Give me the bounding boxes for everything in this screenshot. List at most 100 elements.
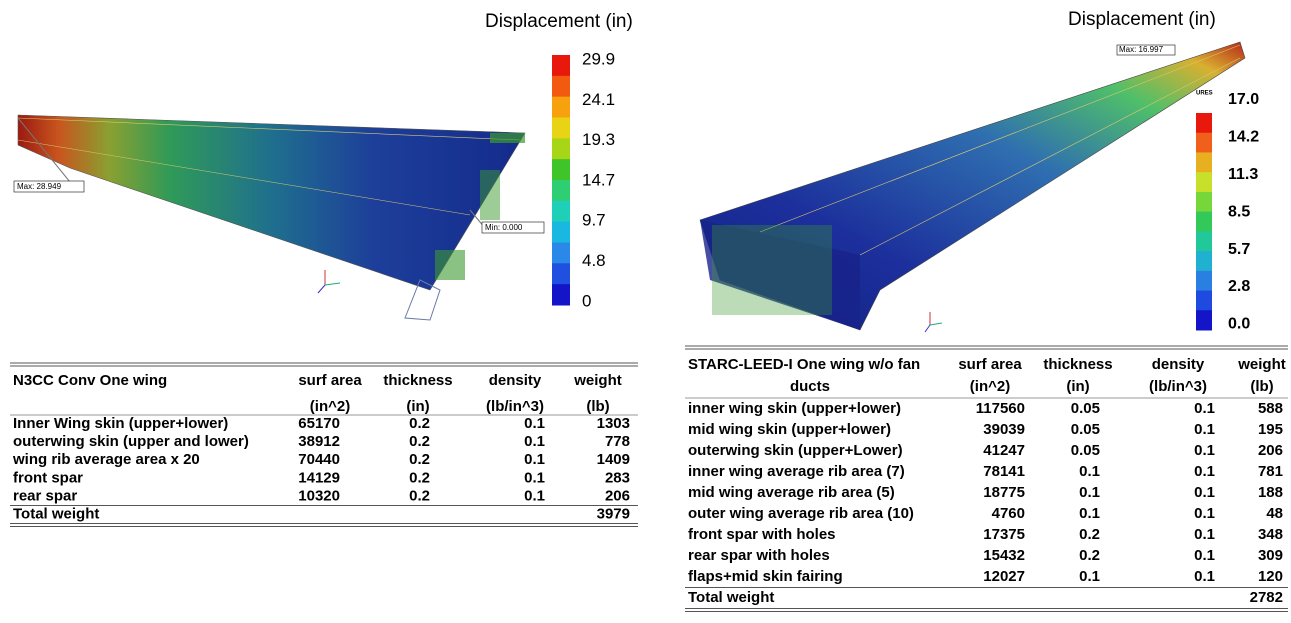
- table-cell: 0.1: [524, 433, 545, 450]
- table-total-label: Total weight: [13, 505, 99, 522]
- table-header: ducts: [790, 378, 830, 395]
- table-cell: 0.1: [1079, 505, 1100, 522]
- table-cell: 0.05: [1071, 400, 1100, 417]
- table-header: (lb/in^3): [1149, 378, 1207, 395]
- table-total-value: 2782: [1250, 589, 1283, 606]
- table-header: surf area: [298, 372, 362, 389]
- table-cell: 0.1: [1079, 484, 1100, 501]
- figure: Max: 28.949 Min: 0.000 Displacement (in)…: [0, 0, 1291, 623]
- colorbar-label: 17.0: [1228, 91, 1259, 108]
- table-cell: 14129: [298, 469, 340, 486]
- table-cell: 78141: [983, 463, 1025, 480]
- table-cell: 0.1: [1194, 400, 1215, 417]
- colorbar-band: [1196, 291, 1212, 311]
- colorbar-band: [1196, 133, 1212, 153]
- colorbar-band: [552, 138, 570, 159]
- table-header: (in): [406, 398, 429, 415]
- legend-title: Displacement (in): [485, 11, 633, 32]
- colorbar-band: [552, 76, 570, 97]
- table-cell: 0.2: [409, 451, 430, 468]
- table-cell: 283: [605, 469, 630, 486]
- table-header: (in^2): [310, 398, 350, 415]
- colorbar-label: 24.1: [582, 90, 615, 109]
- colorbar-label: 11.3: [1228, 166, 1258, 183]
- colorbar-band: [1196, 310, 1212, 330]
- table-cell: flaps+mid skin fairing: [688, 568, 843, 585]
- colorbar-label: 14.2: [1228, 129, 1259, 146]
- table-cell: outer wing average rib area (10): [688, 505, 914, 522]
- table-cell: 0.2: [409, 433, 430, 450]
- table-cell: 206: [1258, 442, 1283, 459]
- table-cell: 778: [605, 433, 630, 450]
- table-cell: 0.1: [1194, 526, 1215, 543]
- table-cell: front spar: [13, 469, 83, 486]
- table-cell: 41247: [983, 442, 1025, 459]
- table-header: surf area: [958, 356, 1022, 373]
- table-header: thickness: [383, 372, 452, 389]
- colorbar-band: [552, 97, 570, 118]
- colorbar-label: 2.8: [1228, 278, 1250, 295]
- table-cell: 348: [1258, 526, 1283, 543]
- table-cell: 0.1: [524, 415, 545, 432]
- colorbar-band: [1196, 212, 1212, 232]
- table-cell: 39039: [983, 421, 1025, 438]
- colorbar-band: [1196, 172, 1212, 192]
- table-header: weight: [1237, 356, 1286, 373]
- colorbar-band: [552, 263, 570, 284]
- table-cell: 0.1: [1194, 505, 1215, 522]
- units-label: URES: [1196, 91, 1213, 97]
- colorbar-band: [1196, 113, 1212, 133]
- table-header: density: [489, 372, 542, 389]
- table-cell: 48: [1266, 505, 1283, 522]
- table-cell: 309: [1258, 547, 1283, 564]
- table-cell: 0.1: [524, 487, 545, 504]
- table-cell: 17375: [983, 526, 1025, 543]
- colorbar-band: [1196, 192, 1212, 212]
- table-cell: 12027: [983, 568, 1025, 585]
- table-total-value: 3979: [597, 505, 630, 522]
- table-cell: mid wing average rib area (5): [688, 484, 895, 501]
- table-cell: 0.2: [409, 469, 430, 486]
- table-cell: 10320: [298, 487, 340, 504]
- table-cell: 0.1: [1194, 547, 1215, 564]
- table-header: density: [1152, 356, 1205, 373]
- table-cell: 0.2: [1079, 547, 1100, 564]
- table-header: (lb): [1250, 378, 1273, 395]
- colorbar-label: 19.3: [582, 130, 615, 149]
- table-cell: 588: [1258, 400, 1283, 417]
- table-cell: mid wing skin (upper+lower): [688, 421, 891, 438]
- table-cell: 0.05: [1071, 442, 1100, 459]
- colorbar-label: 4.8: [582, 251, 606, 270]
- table-cell: 1303: [597, 415, 630, 432]
- colorbar-label: 0: [582, 291, 591, 310]
- table-header: weight: [573, 372, 622, 389]
- colorbar-label: 5.7: [1228, 241, 1250, 258]
- table-cell: inner wing skin (upper+lower): [688, 400, 901, 417]
- table-cell: 1409: [597, 451, 630, 468]
- table-cell: wing rib average area x 20: [12, 451, 200, 468]
- min-label: Min: 0.000: [485, 223, 523, 232]
- table-cell: 0.1: [1194, 442, 1215, 459]
- table-cell: outerwing skin (upper+Lower): [688, 442, 903, 459]
- table-cell: 4760: [992, 505, 1025, 522]
- table-cell: 206: [605, 487, 630, 504]
- table-cell: 0.2: [1079, 526, 1100, 543]
- table-header: (lb): [586, 398, 609, 415]
- table-cell: 0.1: [1194, 421, 1215, 438]
- table-cell: 15432: [983, 547, 1025, 564]
- table-cell: 781: [1258, 463, 1283, 480]
- table-cell: 120: [1258, 568, 1283, 585]
- table-cell: 195: [1258, 421, 1283, 438]
- legend-title: Displacement (in): [1068, 9, 1216, 30]
- colorbar-label: 8.5: [1228, 203, 1250, 220]
- colorbar-band: [1196, 251, 1212, 271]
- table-cell: 65170: [298, 415, 340, 432]
- table-cell: 18775: [983, 484, 1025, 501]
- table-cell: 0.1: [524, 451, 545, 468]
- table-cell: 0.05: [1071, 421, 1100, 438]
- colorbar-band: [1196, 271, 1212, 291]
- table-cell: 0.1: [1194, 568, 1215, 585]
- table-cell: 0.1: [1079, 463, 1100, 480]
- colorbar-label: 29.9: [582, 49, 615, 68]
- table-cell: rear spar: [13, 487, 77, 504]
